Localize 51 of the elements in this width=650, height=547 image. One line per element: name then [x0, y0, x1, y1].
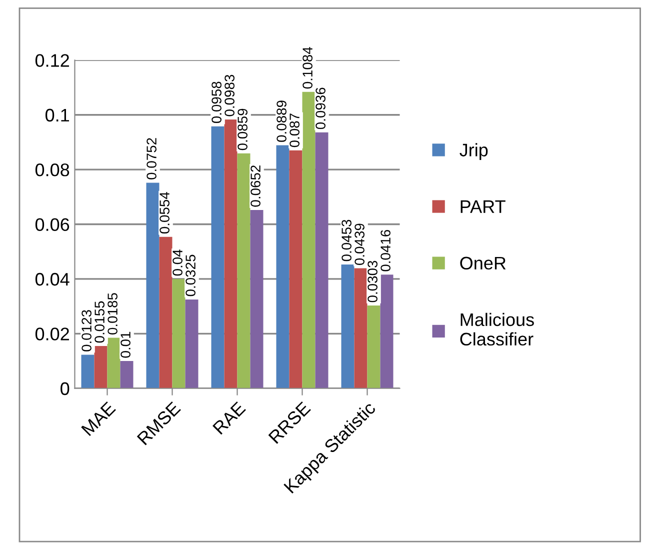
bar	[211, 126, 224, 388]
bar	[224, 120, 238, 388]
bar	[367, 306, 380, 388]
bar	[94, 346, 108, 388]
data-label: 0.0325	[186, 254, 196, 296]
bar	[185, 299, 198, 388]
bar	[237, 153, 250, 388]
data-label: 0.0439	[354, 224, 364, 265]
data-label: 0.0123	[82, 310, 92, 352]
data-label: 0.0155	[94, 301, 104, 343]
data-label: 0.087	[290, 114, 300, 148]
y-tick-label: 0.04	[35, 272, 70, 286]
data-label: 0.01	[120, 332, 130, 358]
data-label: 0.0652	[250, 165, 260, 207]
bar	[341, 264, 354, 388]
bar	[159, 236, 172, 388]
y-tick-label: 0.06	[35, 218, 70, 231]
data-label: 0.0936	[316, 88, 326, 130]
bar	[81, 354, 94, 388]
data-label: 0.0983	[224, 74, 234, 116]
bar	[302, 92, 316, 388]
bar	[276, 145, 290, 388]
data-label: 0.0554	[160, 192, 170, 234]
data-label: 0.04	[172, 250, 182, 276]
legend-label: OneR	[460, 256, 506, 270]
data-label: 0.0416	[380, 230, 390, 272]
y-tick-label: 0.1	[45, 108, 70, 122]
legend-label: Jrip	[460, 143, 488, 160]
data-label: 0.0752	[146, 138, 156, 180]
bar	[172, 278, 186, 388]
bar	[354, 268, 368, 388]
legend-label: PART	[460, 200, 506, 213]
data-label: 0.0303	[368, 260, 378, 302]
bar	[250, 210, 264, 388]
y-tick-label: 0.02	[35, 328, 69, 340]
bar	[120, 361, 134, 388]
data-label: 0.0859	[238, 108, 248, 150]
bar	[380, 274, 394, 388]
data-label: 0.0185	[108, 293, 118, 334]
data-label: 0.0958	[212, 82, 222, 124]
y-tick-label: 0.12	[35, 54, 69, 67]
bar	[289, 150, 302, 388]
y-tick-label: 0	[60, 382, 70, 396]
bar	[315, 132, 328, 388]
legend-label: Malicious Classifier	[460, 312, 534, 346]
bar	[146, 182, 160, 388]
data-label: 0.0889	[276, 100, 286, 142]
bar	[107, 338, 120, 388]
data-label: 0.0453	[342, 220, 352, 262]
data-label: 0.1084	[302, 47, 312, 89]
y-tick-label: 0.08	[35, 164, 70, 176]
